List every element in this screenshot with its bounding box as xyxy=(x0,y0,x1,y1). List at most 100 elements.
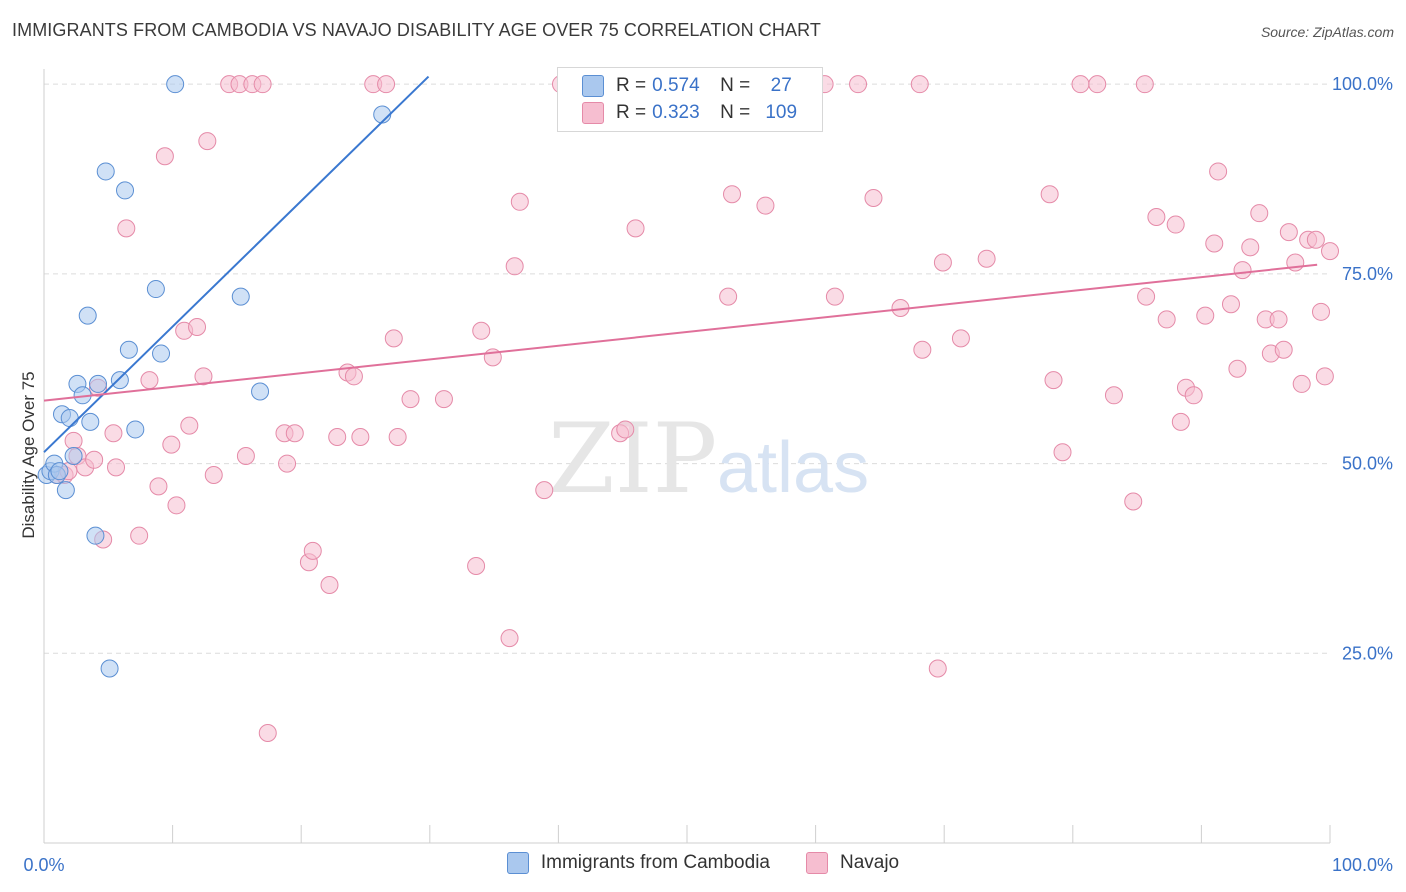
navajo-point xyxy=(467,557,486,576)
r-value: 0.323 xyxy=(652,102,700,123)
navajo-point xyxy=(626,219,645,238)
legend-label-navajo: Navajo xyxy=(839,852,900,873)
navajo-point xyxy=(344,367,363,386)
n-label: N = xyxy=(720,75,751,96)
navajo-point xyxy=(510,192,529,211)
navajo-point xyxy=(849,75,868,94)
cambodia-point xyxy=(152,344,171,363)
navajo-point xyxy=(1157,310,1176,329)
cambodia-point xyxy=(96,162,115,181)
cambodia-swatch xyxy=(506,852,529,874)
navajo-point xyxy=(253,75,272,94)
navajo-point xyxy=(149,477,168,496)
navajo-point xyxy=(388,428,407,447)
cambodia-point xyxy=(60,409,79,428)
navajo-point xyxy=(864,189,883,207)
navajo-trend-line xyxy=(43,263,1318,402)
navajo-point xyxy=(434,390,453,409)
navajo-point xyxy=(258,723,277,742)
cambodia-point xyxy=(86,526,105,545)
navajo-point xyxy=(64,431,83,450)
x-tick-label-min: 0.0% xyxy=(23,855,64,875)
n-value: 109 xyxy=(765,102,798,123)
cambodia-point xyxy=(50,462,69,481)
cambodia-point xyxy=(110,371,129,390)
cambodia-points xyxy=(37,75,392,678)
navajo-point xyxy=(1269,310,1288,329)
n-value: 27 xyxy=(770,75,792,96)
navajo-point xyxy=(1274,340,1293,359)
r-value: 0.574 xyxy=(652,75,700,96)
navajo-point xyxy=(1292,374,1311,393)
navajo-point xyxy=(204,465,223,484)
navajo-point xyxy=(933,253,952,272)
navajo-point xyxy=(910,75,929,94)
x-tick-label-max: 100.0% xyxy=(1332,855,1393,875)
y-tick-label: 100.0% xyxy=(1332,74,1393,94)
legend-item-navajo[interactable]: Navajo xyxy=(805,852,900,874)
navajo-point xyxy=(104,424,123,443)
navajo-point xyxy=(616,420,635,439)
cambodia-trend-line xyxy=(43,75,430,453)
navajo-point xyxy=(723,185,742,204)
zipatlas-watermark: ZIP atlas xyxy=(548,403,869,515)
cambodia-point xyxy=(119,340,138,359)
navajo-point xyxy=(977,249,996,268)
cambodia-point xyxy=(56,481,75,500)
navajo-points xyxy=(47,75,1339,742)
navajo-point xyxy=(500,629,519,648)
watermark-atlas: atlas xyxy=(717,428,869,508)
navajo-point xyxy=(1279,223,1298,242)
navajo-point xyxy=(951,329,970,348)
navajo-point xyxy=(1196,306,1215,325)
legend-row-navajo: R = 0.323 N = 109 xyxy=(582,100,806,126)
y-tick-label: 50.0% xyxy=(1342,454,1393,474)
cambodia-point xyxy=(146,280,165,299)
navajo-point xyxy=(180,416,199,435)
navajo-point xyxy=(1221,295,1240,314)
navajo-point xyxy=(1250,204,1269,223)
navajo-point xyxy=(328,428,347,447)
navajo-point xyxy=(303,541,322,560)
navajo-point xyxy=(278,454,297,473)
series-legend: Immigrants from Cambodia Navajo xyxy=(0,852,1406,874)
navajo-point xyxy=(188,318,207,336)
navajo-point xyxy=(236,447,255,465)
navajo-point xyxy=(162,435,181,454)
navajo-point xyxy=(107,458,126,477)
y-axis-label: Disability Age Over 75 xyxy=(19,371,38,538)
navajo-point xyxy=(1071,75,1090,94)
navajo-point xyxy=(1135,75,1154,94)
navajo-point xyxy=(1040,185,1059,204)
navajo-point xyxy=(472,321,491,340)
navajo-point xyxy=(1166,215,1185,234)
navajo-point xyxy=(928,659,947,678)
navajo-point xyxy=(1241,238,1260,257)
navajo-point xyxy=(1205,234,1224,253)
navajo-point xyxy=(194,367,213,386)
correlation-legend: R = 0.574 N = 27 R = 0.323 N = 109 xyxy=(557,67,823,132)
cambodia-point xyxy=(100,659,119,678)
r-label: R = xyxy=(616,102,647,123)
navajo-swatch xyxy=(805,852,828,874)
cambodia-point xyxy=(126,420,145,439)
navajo-point xyxy=(1184,386,1203,405)
navajo-point xyxy=(1088,75,1107,94)
watermark-zip: ZIP xyxy=(548,403,717,515)
navajo-point xyxy=(913,340,932,359)
navajo-point xyxy=(198,132,217,151)
legend-row-cambodia: R = 0.574 N = 27 xyxy=(582,73,806,99)
navajo-point xyxy=(1306,230,1325,249)
navajo-point xyxy=(1171,412,1190,431)
navajo-point xyxy=(535,481,554,500)
y-tick-label: 25.0% xyxy=(1342,643,1393,663)
gridlines xyxy=(44,83,1330,654)
legend-item-cambodia[interactable]: Immigrants from Cambodia xyxy=(506,852,770,874)
navajo-point xyxy=(1311,302,1330,321)
cambodia-point xyxy=(116,181,135,200)
n-label: N = xyxy=(720,102,751,123)
navajo-point xyxy=(1321,242,1339,261)
navajo-point xyxy=(117,219,136,238)
cambodia-point xyxy=(231,287,250,306)
navajo-point xyxy=(351,428,370,447)
